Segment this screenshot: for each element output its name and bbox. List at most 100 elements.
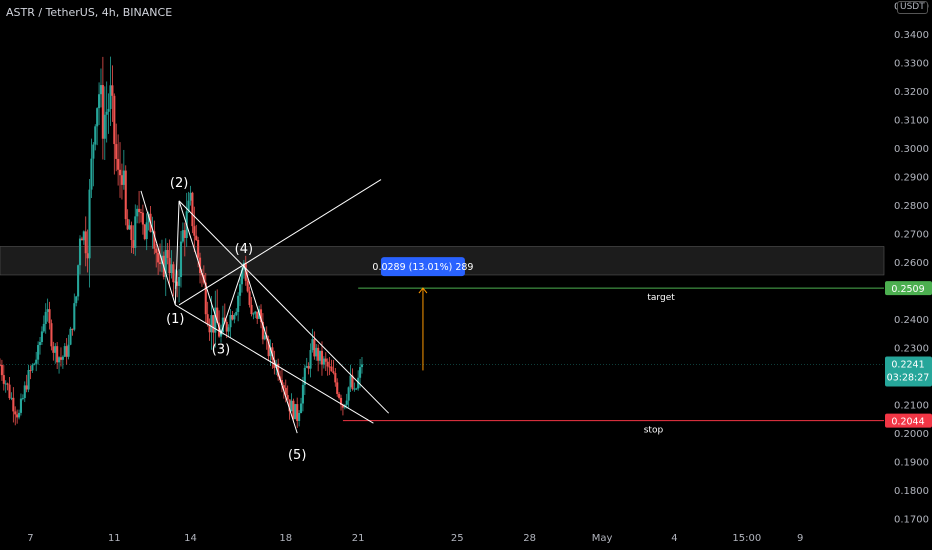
candle-body	[284, 387, 287, 396]
candle-body	[178, 277, 181, 286]
candle	[296, 397, 299, 428]
x-tick-label: May	[592, 533, 613, 544]
candle	[21, 394, 24, 401]
candle-body	[90, 158, 93, 190]
candle	[38, 337, 42, 355]
candle	[267, 335, 270, 361]
candle-body	[319, 350, 322, 361]
candle-body	[355, 388, 358, 390]
candle-body	[155, 248, 158, 253]
candle-body	[46, 309, 49, 312]
candle	[27, 364, 30, 393]
candle-body	[77, 265, 80, 297]
candle-body	[189, 192, 192, 201]
candle	[124, 165, 127, 226]
candle-body	[31, 364, 34, 371]
channel-upper-line	[178, 200, 390, 414]
candle-body	[78, 238, 82, 266]
candle-body	[166, 250, 169, 258]
candle-body	[179, 241, 183, 278]
candle-body	[58, 357, 61, 363]
y-tick-label: 0.3300	[894, 59, 929, 70]
candle	[351, 368, 354, 391]
pattern-drawings[interactable]	[140, 179, 428, 434]
price-tag-bg	[885, 413, 932, 428]
candle-body	[315, 347, 318, 357]
candle-body	[208, 324, 211, 333]
last-price-bg	[885, 356, 932, 387]
y-tick-label: 0.1900	[894, 458, 929, 469]
candle	[336, 378, 339, 397]
candle-body	[341, 404, 344, 408]
candle-body	[118, 169, 122, 176]
candle-body	[259, 309, 263, 323]
candle-body	[35, 359, 38, 364]
candle-body	[338, 393, 341, 398]
candle	[88, 179, 91, 288]
candle	[309, 343, 312, 378]
stop-price-tag: 0.2044	[885, 413, 932, 428]
candle	[75, 295, 78, 307]
candle-body	[14, 411, 17, 415]
candle-body	[8, 384, 11, 399]
target-label: target	[647, 293, 675, 303]
candle	[229, 308, 232, 338]
candle	[259, 304, 263, 329]
candle	[252, 312, 255, 320]
candle-body	[86, 253, 89, 259]
candle-body	[63, 346, 66, 357]
candle	[54, 343, 57, 364]
candle-body	[334, 373, 337, 383]
wave-zigzag	[140, 190, 298, 434]
candle	[16, 409, 19, 424]
candle-body	[328, 366, 331, 368]
candle	[225, 319, 228, 339]
candle-body	[320, 350, 324, 365]
candle-body	[40, 331, 43, 343]
candle-body	[0, 364, 3, 376]
candle-body	[92, 144, 95, 159]
candle-body	[4, 383, 7, 385]
candle-body	[322, 358, 325, 365]
candle-body	[299, 403, 303, 413]
candle-body	[311, 339, 314, 351]
candle-body	[254, 311, 257, 314]
candle	[187, 191, 190, 214]
candle-body	[172, 264, 175, 283]
time-axis[interactable]: 7 11 14 18 21 25 28 May 4 15:00 9	[27, 533, 803, 544]
candle-body	[214, 307, 217, 333]
wave-label: (3)	[212, 342, 230, 357]
candle	[227, 324, 230, 338]
candle	[263, 326, 266, 341]
candle-body	[94, 126, 97, 145]
candle-body	[345, 400, 348, 405]
candle-body	[330, 366, 333, 372]
candle	[37, 341, 40, 365]
price-tag-bg	[885, 281, 932, 296]
candle	[294, 403, 297, 420]
candle-body	[301, 384, 304, 404]
candle-body	[23, 385, 26, 399]
candle-body	[324, 358, 327, 362]
candle-body	[216, 307, 219, 323]
candle-body	[309, 350, 312, 369]
price-tags: 0.2509 0.2044 0.2241 03:28:27	[885, 281, 932, 428]
candle	[231, 310, 234, 321]
candle	[90, 138, 93, 199]
quote-unit-badge[interactable]: USDT	[897, 1, 928, 14]
candle-body	[204, 282, 207, 315]
candle	[248, 286, 251, 308]
candle	[65, 338, 68, 365]
candle	[117, 134, 120, 186]
candle	[128, 219, 131, 230]
candle-body	[103, 114, 106, 139]
candle	[317, 344, 320, 372]
candle-body	[351, 375, 354, 389]
candle	[105, 81, 108, 143]
candle	[319, 350, 322, 365]
candle-body	[210, 315, 213, 333]
candle-body	[143, 224, 146, 240]
candle-body	[21, 398, 24, 400]
candle-body	[313, 339, 316, 357]
